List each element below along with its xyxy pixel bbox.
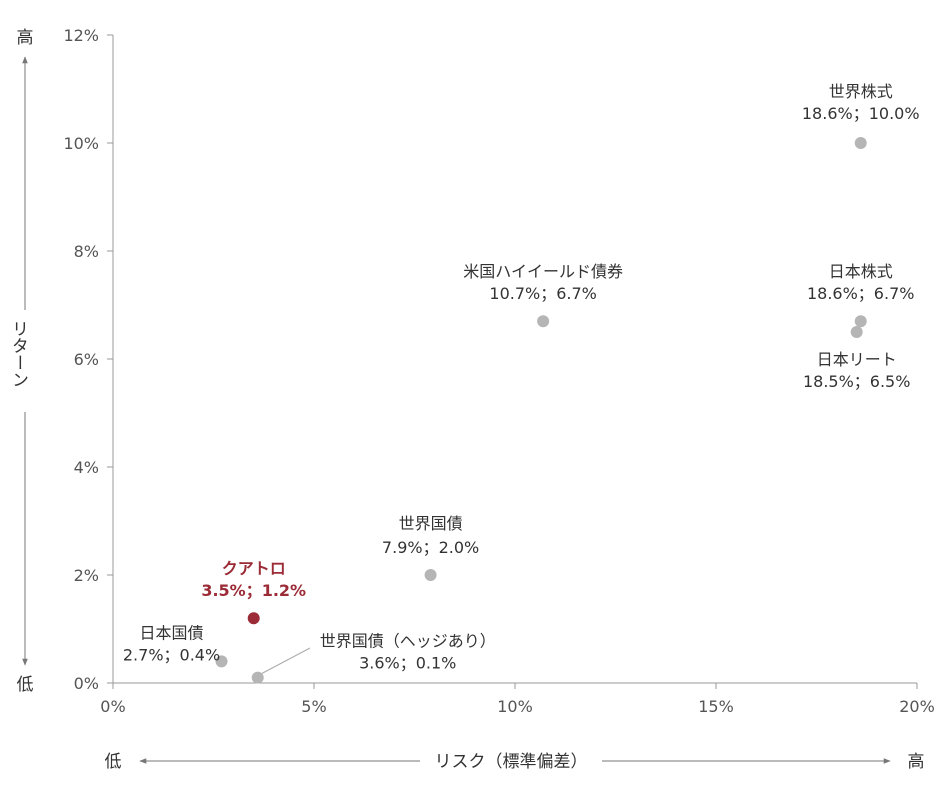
x-tick-label: 5% xyxy=(301,697,326,716)
x-tick-label: 0% xyxy=(100,697,125,716)
y-tick-label: 4% xyxy=(74,458,99,477)
point-value-label: 3.5%；1.2% xyxy=(201,581,306,600)
x-tick-label: 15% xyxy=(698,697,734,716)
point-name-label: 世界国債 xyxy=(399,514,463,533)
data-point xyxy=(251,671,264,684)
y-tick-label: 10% xyxy=(63,134,99,153)
y-axis-title: リターン xyxy=(8,320,28,388)
point-name-label: 日本国債 xyxy=(140,623,204,642)
y-tick-labels: 0% 2% 4% 6% 8% 10% 12% xyxy=(63,26,99,693)
tick-marks xyxy=(107,34,918,689)
data-point xyxy=(424,569,437,581)
x-high-label: 高 xyxy=(908,752,925,772)
point-value-label: 18.5%；6.5% xyxy=(803,372,910,391)
point-value-label: 2.7%；0.4% xyxy=(123,645,220,664)
data-point xyxy=(854,315,867,328)
y-low-label: 低 xyxy=(17,675,34,695)
y-tick-label: 2% xyxy=(74,566,99,585)
data-point xyxy=(215,655,228,668)
data-labels: 世界株式 18.6%；10.0% 日本株式 18.6%；6.7% 日本リート 18.5%；… xyxy=(123,82,920,673)
point-name-label: 米国ハイイールド債券 xyxy=(463,262,623,281)
point-name-label: 世界株式 xyxy=(829,82,893,101)
x-axis-title: リスク（標準偏差） xyxy=(435,752,588,772)
point-name-label: 世界国債（ヘッジあり） xyxy=(320,632,496,651)
x-tick-label: 10% xyxy=(497,697,533,716)
point-value-label: 3.6%；0.1% xyxy=(359,654,456,673)
point-value-label: 7.9%；2.0% xyxy=(382,538,479,557)
point-value-label: 18.6%；10.0% xyxy=(802,104,920,123)
y-tick-label: 6% xyxy=(74,350,99,369)
point-value-label: 10.7%；6.7% xyxy=(489,284,596,303)
data-point xyxy=(537,315,550,328)
leader-line-hedged-bonds xyxy=(258,647,311,676)
data-point xyxy=(850,326,863,338)
point-value-label: 18.6%；6.7% xyxy=(807,284,914,303)
y-tick-label: 0% xyxy=(74,674,99,693)
point-name-label: クアトロ xyxy=(222,559,286,578)
x-low-label: 低 xyxy=(105,752,122,772)
data-point xyxy=(854,137,867,149)
point-name-label: 日本株式 xyxy=(829,262,893,281)
x-tick-label: 20% xyxy=(899,697,935,716)
y-tick-label: 12% xyxy=(63,26,99,45)
point-name-label: 日本リート xyxy=(817,350,897,369)
data-point xyxy=(247,612,260,625)
y-high-label: 高 xyxy=(17,28,34,48)
data-points xyxy=(215,137,867,684)
x-tick-labels: 0% 5% 10% 15% 20% xyxy=(100,697,934,716)
y-tick-label: 8% xyxy=(74,242,99,261)
